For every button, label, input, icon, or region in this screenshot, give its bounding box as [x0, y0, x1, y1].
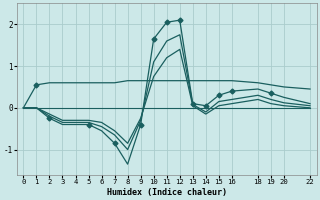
X-axis label: Humidex (Indice chaleur): Humidex (Indice chaleur)	[107, 188, 227, 197]
